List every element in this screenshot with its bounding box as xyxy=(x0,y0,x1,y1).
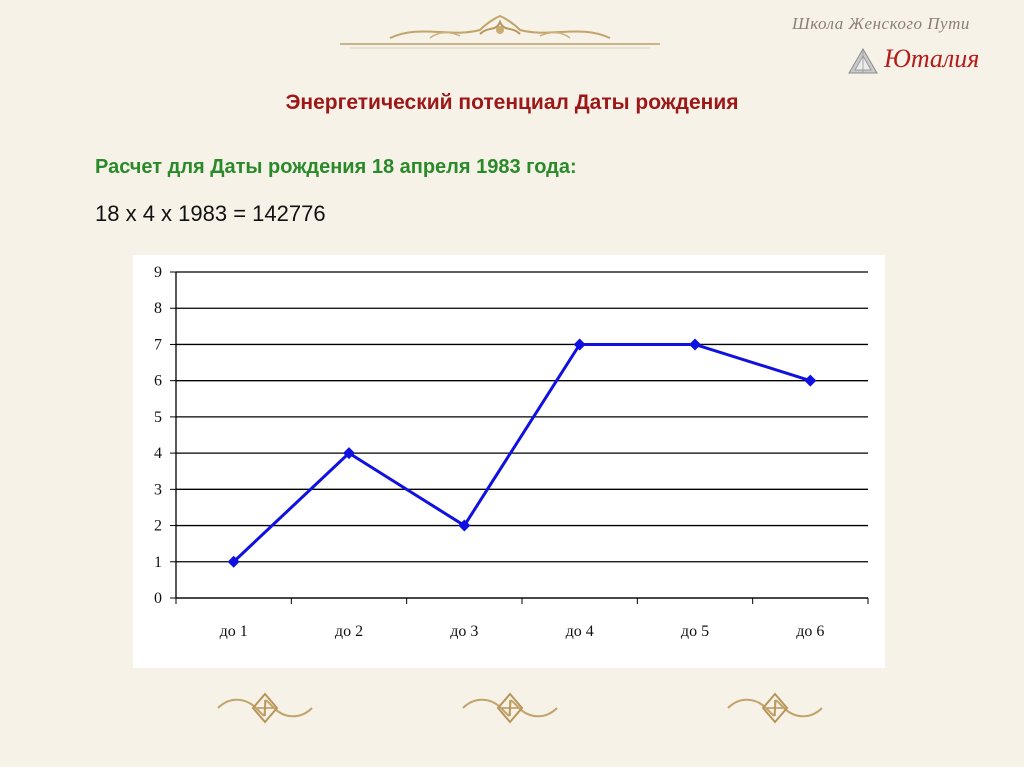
y-tick-label: 7 xyxy=(154,336,162,353)
data-point xyxy=(804,374,817,387)
y-tick-label: 6 xyxy=(154,373,162,390)
ornament-knot-icon xyxy=(217,692,313,724)
slide-title: Энергетический потенциал Даты рождения xyxy=(285,91,739,114)
x-tick-label: до 4 xyxy=(566,623,594,640)
x-tick-label: до 6 xyxy=(796,623,824,640)
y-tick-label: 8 xyxy=(154,300,162,317)
y-tick-label: 2 xyxy=(154,518,162,535)
line-chart: 0 1 2 3 4 5 6 7 8 9 до 1 до 2 до 3 до 4 до 5 до 6 xyxy=(154,264,869,640)
x-tick-label: до 3 xyxy=(450,623,478,640)
ornament-knot-icon xyxy=(727,692,823,724)
crystal-logo-icon xyxy=(848,48,878,74)
ornament-knot-icon xyxy=(462,692,558,724)
y-tick-label: 4 xyxy=(154,445,162,462)
chart-panel xyxy=(133,255,885,668)
x-tick-label: до 2 xyxy=(335,623,363,640)
y-tick-label: 1 xyxy=(154,554,162,571)
data-point xyxy=(227,555,240,568)
y-tick-label: 9 xyxy=(154,264,162,281)
slide-subtitle: Расчет для Даты рождения 18 апреля 1983 … xyxy=(95,156,577,178)
ornament-border-icon xyxy=(340,14,660,49)
data-point xyxy=(458,519,471,532)
formula-text: 18 x 4 x 1983 = 142776 xyxy=(95,201,326,226)
x-tick-label: до 5 xyxy=(681,623,709,640)
brand-block: Юталия xyxy=(848,44,1008,78)
data-point xyxy=(689,338,701,351)
data-point xyxy=(573,338,586,351)
brand-name: Юталия xyxy=(884,44,980,73)
series-line xyxy=(232,342,811,563)
school-name: Школа Женского Пути xyxy=(792,14,970,33)
y-tick-label: 0 xyxy=(154,590,162,607)
data-point xyxy=(343,447,355,460)
y-tick-label: 5 xyxy=(154,409,162,426)
x-tick-label: до 1 xyxy=(220,623,248,640)
y-tick-label: 3 xyxy=(154,481,162,498)
